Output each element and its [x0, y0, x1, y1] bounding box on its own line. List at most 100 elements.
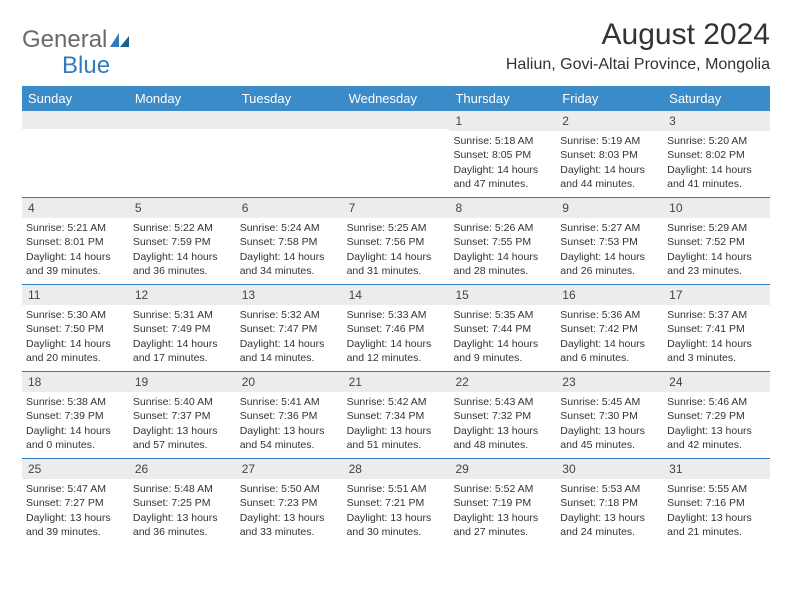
daylight-line-2: and 51 minutes.	[347, 438, 446, 452]
sunset-line: Sunset: 8:05 PM	[453, 148, 552, 162]
daylight-line-2: and 36 minutes.	[133, 264, 232, 278]
title-block: August 2024 Haliun, Govi-Altai Province,…	[506, 18, 770, 74]
daylight-line-2: and 39 minutes.	[26, 525, 125, 539]
sunrise-line: Sunrise: 5:37 AM	[667, 308, 766, 322]
sunset-line: Sunset: 7:23 PM	[240, 496, 339, 510]
day-number: 4	[22, 198, 129, 218]
sunrise-line: Sunrise: 5:51 AM	[347, 482, 446, 496]
day-number	[22, 111, 129, 129]
daylight-line-2: and 20 minutes.	[26, 351, 125, 365]
day-number: 1	[449, 111, 556, 131]
day-number: 21	[343, 372, 450, 392]
sunset-line: Sunset: 7:42 PM	[560, 322, 659, 336]
day-number: 7	[343, 198, 450, 218]
week-row: 11 Sunrise: 5:30 AMSunset: 7:50 PM Dayligh…	[22, 285, 770, 372]
daylight-line-2: and 48 minutes.	[453, 438, 552, 452]
sunset-line: Sunset: 7:37 PM	[133, 409, 232, 423]
logo-text-1: General	[22, 26, 107, 53]
day-cell: 16Sunrise: 5:36 AMSunset: 7:42 PMDayligh…	[556, 285, 663, 371]
daylight-line-2: and 31 minutes.	[347, 264, 446, 278]
day-number: 3	[663, 111, 770, 131]
day-number	[343, 111, 450, 129]
daylight-line-1: Daylight: 13 hours	[133, 511, 232, 525]
day-cell: 12Sunrise: 5:31 AMSunset: 7:49 PMDayligh…	[129, 285, 236, 371]
day-cell: 2Sunrise: 5:19 AMSunset: 8:03 PMDaylight…	[556, 111, 663, 197]
day-number: 8	[449, 198, 556, 218]
daylight-line-1: Daylight: 14 hours	[347, 337, 446, 351]
daylight-line-1: Daylight: 14 hours	[560, 250, 659, 264]
daylight-line-1: Daylight: 13 hours	[240, 424, 339, 438]
day-cell: 20Sunrise: 5:41 AMSunset: 7:36 PMDayligh…	[236, 372, 343, 458]
daylight-line-2: and 41 minutes.	[667, 177, 766, 191]
daylight-line-1: Daylight: 14 hours	[560, 337, 659, 351]
logo-sail-icon	[110, 28, 130, 52]
daylight-line-2: and 27 minutes.	[453, 525, 552, 539]
day-number	[129, 111, 236, 129]
sunrise-line: Sunrise: 5:46 AM	[667, 395, 766, 409]
daylight-line-1: Daylight: 14 hours	[133, 337, 232, 351]
day-number: 9	[556, 198, 663, 218]
sunset-line: Sunset: 7:58 PM	[240, 235, 339, 249]
daylight-line-1: Daylight: 13 hours	[347, 511, 446, 525]
day-cell: 6Sunrise: 5:24 AMSunset: 7:58 PMDaylight…	[236, 198, 343, 284]
page-header: GeneralBlue August 2024 Haliun, Govi-Alt…	[22, 18, 770, 78]
sunset-line: Sunset: 7:21 PM	[347, 496, 446, 510]
day-cell: 29Sunrise: 5:52 AMSunset: 7:19 PMDayligh…	[449, 459, 556, 545]
daylight-line-1: Daylight: 14 hours	[347, 250, 446, 264]
daylight-line-2: and 47 minutes.	[453, 177, 552, 191]
daylight-line-2: and 45 minutes.	[560, 438, 659, 452]
daylight-line-1: Daylight: 13 hours	[347, 424, 446, 438]
daylight-line-2: and 26 minutes.	[560, 264, 659, 278]
day-cell: 13Sunrise: 5:32 AMSunset: 7:47 PMDayligh…	[236, 285, 343, 371]
logo-text-2: Blue	[62, 52, 110, 79]
daylight-line-2: and 39 minutes.	[26, 264, 125, 278]
day-cell: 7Sunrise: 5:25 AMSunset: 7:56 PMDaylight…	[343, 198, 450, 284]
daylight-line-1: Daylight: 14 hours	[667, 337, 766, 351]
daylight-line-2: and 42 minutes.	[667, 438, 766, 452]
sunset-line: Sunset: 7:19 PM	[453, 496, 552, 510]
day-cell: 15Sunrise: 5:35 AMSunset: 7:44 PMDayligh…	[449, 285, 556, 371]
daylight-line-2: and 17 minutes.	[133, 351, 232, 365]
day-cell: 17Sunrise: 5:37 AMSunset: 7:41 PMDayligh…	[663, 285, 770, 371]
calendar-page: GeneralBlue August 2024 Haliun, Govi-Alt…	[0, 0, 792, 545]
day-cell: 30Sunrise: 5:53 AMSunset: 7:18 PMDayligh…	[556, 459, 663, 545]
day-cell: 18Sunrise: 5:38 AMSunset: 7:39 PMDayligh…	[22, 372, 129, 458]
sunset-line: Sunset: 7:50 PM	[26, 322, 125, 336]
day-number: 11	[22, 285, 129, 305]
dayhead-saturday: Saturday	[663, 86, 770, 111]
sunset-line: Sunset: 7:47 PM	[240, 322, 339, 336]
sunset-line: Sunset: 8:01 PM	[26, 235, 125, 249]
day-number: 13	[236, 285, 343, 305]
sunrise-line: Sunrise: 5:35 AM	[453, 308, 552, 322]
daylight-line-1: Daylight: 13 hours	[133, 424, 232, 438]
daylight-line-2: and 23 minutes.	[667, 264, 766, 278]
week-row: 25Sunrise: 5:47 AMSunset: 7:27 PMDayligh…	[22, 459, 770, 545]
sunrise-line: Sunrise: 5:43 AM	[453, 395, 552, 409]
day-number: 22	[449, 372, 556, 392]
daylight-line-1: Daylight: 14 hours	[453, 250, 552, 264]
day-number: 16	[556, 285, 663, 305]
daylight-line-2: and 54 minutes.	[240, 438, 339, 452]
sunset-line: Sunset: 7:39 PM	[26, 409, 125, 423]
sunrise-line: Sunrise: 5:41 AM	[240, 395, 339, 409]
sunset-line: Sunset: 7:27 PM	[26, 496, 125, 510]
day-cell: 10Sunrise: 5:29 AMSunset: 7:52 PMDayligh…	[663, 198, 770, 284]
day-number: 31	[663, 459, 770, 479]
day-cell: 8Sunrise: 5:26 AMSunset: 7:55 PMDaylight…	[449, 198, 556, 284]
day-number: 17	[663, 285, 770, 305]
day-cell: 23Sunrise: 5:45 AMSunset: 7:30 PMDayligh…	[556, 372, 663, 458]
sunset-line: Sunset: 7:18 PM	[560, 496, 659, 510]
dayhead-tuesday: Tuesday	[236, 86, 343, 111]
daylight-line-2: and 0 minutes.	[26, 438, 125, 452]
day-number: 24	[663, 372, 770, 392]
daylight-line-1: Daylight: 13 hours	[26, 511, 125, 525]
sunrise-line: Sunrise: 5:45 AM	[560, 395, 659, 409]
daylight-line-1: Daylight: 13 hours	[240, 511, 339, 525]
sunrise-line: Sunrise: 5:30 AM	[26, 308, 125, 322]
sunrise-line: Sunrise: 5:40 AM	[133, 395, 232, 409]
sunrise-line: Sunrise: 5:26 AM	[453, 221, 552, 235]
daylight-line-2: and 3 minutes.	[667, 351, 766, 365]
sunrise-line: Sunrise: 5:38 AM	[26, 395, 125, 409]
sunrise-line: Sunrise: 5:48 AM	[133, 482, 232, 496]
day-cell: 9Sunrise: 5:27 AMSunset: 7:53 PMDaylight…	[556, 198, 663, 284]
